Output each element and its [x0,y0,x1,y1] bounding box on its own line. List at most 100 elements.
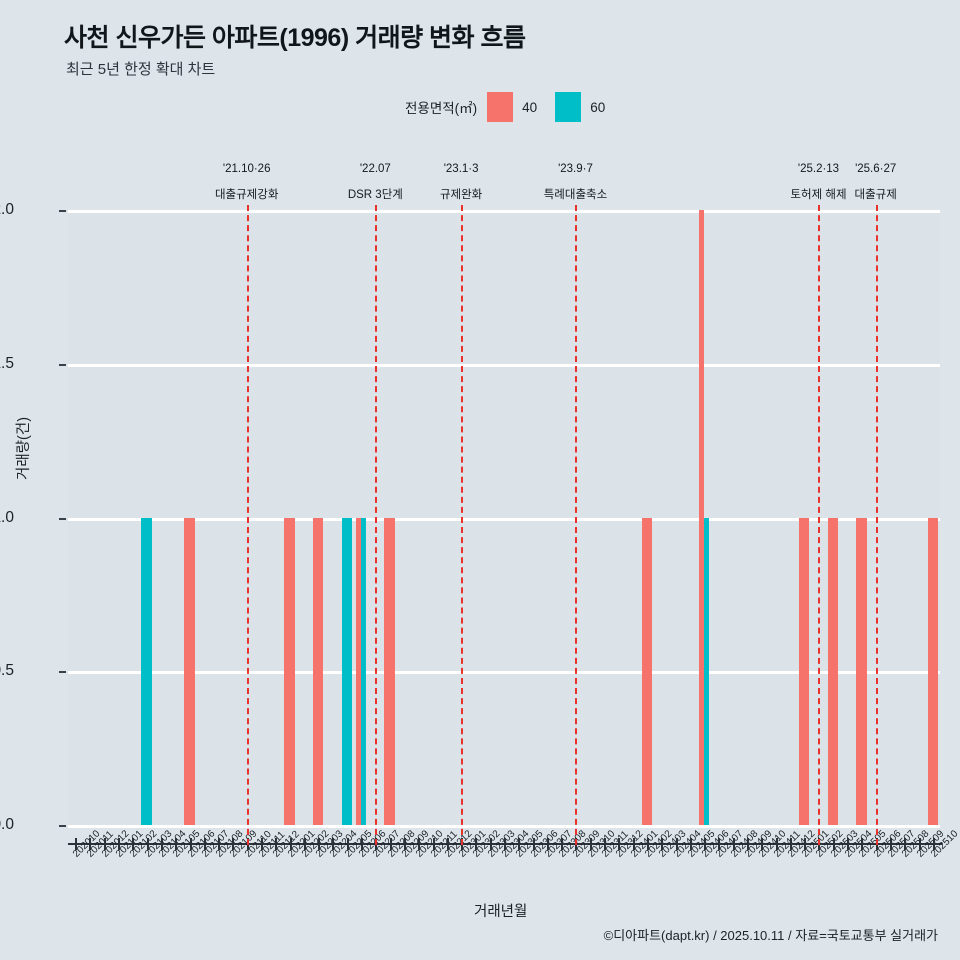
x-tick-mark [618,838,621,850]
event-line [375,205,378,845]
event-date-label: '23.1·3 [443,163,479,175]
x-tick-mark [789,838,792,850]
y-tick-mark [59,825,66,827]
x-tick-mark [175,838,178,850]
event-line [818,205,821,845]
legend: 전용면적(㎡) 40 60 [405,92,623,122]
x-tick-mark [932,838,935,850]
bar [184,517,195,825]
bar [927,517,938,825]
y-tick-label: 0.5 [0,662,14,680]
x-tick-mark [489,838,492,850]
x-tick-mark [89,838,92,850]
event-line [875,205,878,845]
x-tick-mark [675,838,678,850]
x-tick-mark [661,838,664,850]
x-tick-mark [475,838,478,850]
x-tick-mark [861,838,864,850]
plot-area [68,210,940,828]
event-name-label: 특례대출축소 [543,189,608,201]
bar [361,517,367,825]
x-tick-mark [332,838,335,850]
x-tick-mark [732,838,735,850]
event-date-label: '25.2·13 [797,163,840,175]
gridline [68,671,940,675]
event-date-label: '25.6·27 [855,163,897,175]
legend-swatch-60 [555,92,582,122]
event-date-label: '21.10·26 [222,163,271,175]
legend-label-40: 40 [522,99,538,115]
x-tick-mark [589,838,592,850]
x-tick-mark [118,838,121,850]
gridline [68,363,940,367]
event-line [246,205,249,845]
x-tick-mark [518,838,521,850]
bar [284,517,295,825]
bar [384,517,395,825]
x-tick-mark [289,838,292,850]
x-tick-mark [203,838,206,850]
x-tick-mark [889,838,892,850]
event-name-label: 대출규제강화 [214,189,279,201]
x-tick-mark [689,838,692,850]
x-tick-mark [604,838,607,850]
x-tick-mark [532,838,535,850]
x-tick-mark [189,838,192,850]
gridline [68,825,940,828]
x-tick-mark [446,838,449,850]
x-tick-mark [704,838,707,850]
x-tick-mark [646,838,649,850]
y-tick-mark [59,210,66,212]
legend-title: 전용면적(㎡) [405,101,478,116]
gridline [68,210,940,213]
x-tick-mark [546,838,549,850]
x-tick-mark [132,838,135,850]
y-axis-title: 거래량(건) [16,416,32,480]
x-tick-mark [403,838,406,850]
x-tick-mark [804,838,807,850]
bar [641,517,653,825]
x-tick-mark [747,838,750,850]
event-date-label: '22.07 [359,163,391,175]
bar [355,517,362,825]
y-tick-label: 1.5 [0,354,14,372]
x-tick-mark [904,838,907,850]
bar [141,517,152,825]
bar [313,517,324,825]
x-tick-mark [432,838,435,850]
y-tick-mark [59,363,66,366]
x-tick-mark [632,838,635,850]
x-tick-mark [361,838,364,850]
x-tick-mark [775,838,778,850]
gridline [68,517,940,521]
x-tick-mark [232,838,235,850]
x-tick-mark [303,838,306,850]
x-tick-mark [218,838,221,850]
y-tick-mark [59,671,66,674]
legend-label-60: 60 [590,99,606,115]
x-tick-mark [918,838,921,850]
chart-subtitle: 최근 5년 한정 확대 차트 [66,61,216,78]
bar [698,210,705,825]
event-line [461,205,464,845]
y-tick-label: 0.0 [0,816,14,833]
x-tick-mark [418,838,421,850]
bar [827,517,838,825]
bar [704,517,710,825]
x-tick-mark [346,838,349,850]
x-tick-mark [103,838,106,850]
x-tick-mark [160,838,163,850]
x-tick-mark [389,838,392,850]
event-name-label: 규제완화 [439,189,483,201]
x-tick-mark [718,838,721,850]
x-tick-mark [561,838,564,850]
x-tick-mark [761,838,764,850]
bar [341,517,352,825]
bars-layer [68,210,940,825]
x-tick-mark [146,838,149,850]
x-tick-mark [504,838,506,850]
footer-credit: ©디아파트(dapt.kr) / 2025.10.11 / 자료=국토교통부 실… [603,928,938,943]
x-tick-mark [75,838,78,850]
event-line [575,205,578,845]
